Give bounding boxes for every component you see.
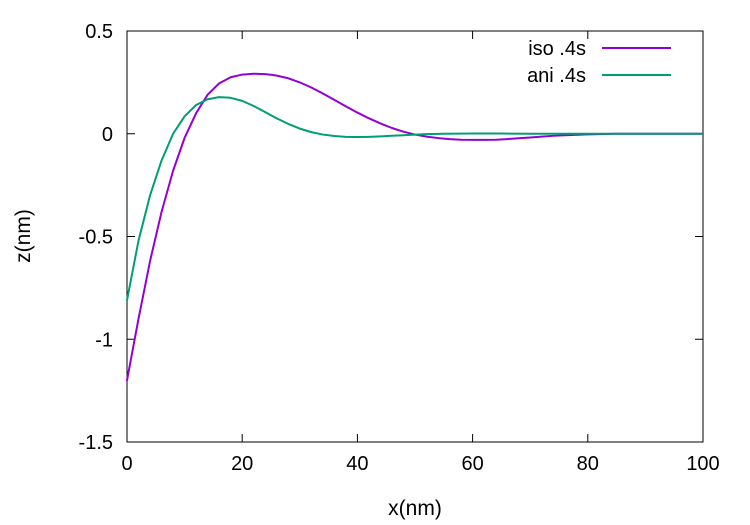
y-tick-label: 0 bbox=[102, 124, 113, 146]
legend-label-1: iso .4s bbox=[528, 38, 586, 60]
x-tick-label: 80 bbox=[577, 453, 599, 475]
y-tick-label: 0.5 bbox=[85, 21, 113, 43]
series-line-2 bbox=[126, 96, 704, 302]
x-tick-label: 0 bbox=[121, 453, 132, 475]
series-layer bbox=[126, 72, 704, 382]
legend-label-2: ani .4s bbox=[527, 65, 586, 87]
x-tick-label: 60 bbox=[461, 453, 483, 475]
y-tick-label: -0.5 bbox=[79, 227, 113, 249]
x-tick-label: 40 bbox=[346, 453, 368, 475]
axis-ticks: 0 20 40 60 80 100 -1.5 -1 -0.5 0 0.5 bbox=[79, 21, 720, 475]
plot-frame bbox=[126, 30, 704, 443]
x-tick-label: 100 bbox=[686, 453, 719, 475]
x-axis-label: x(nm) bbox=[388, 497, 442, 520]
x-tick-label: 20 bbox=[231, 453, 253, 475]
series-line-1 bbox=[126, 72, 704, 382]
y-axis-label: z(nm) bbox=[12, 209, 35, 263]
legend: iso .4s ani .4s bbox=[527, 38, 671, 87]
y-tick-label: -1.5 bbox=[79, 432, 113, 454]
y-tick-label: -1 bbox=[95, 329, 113, 351]
